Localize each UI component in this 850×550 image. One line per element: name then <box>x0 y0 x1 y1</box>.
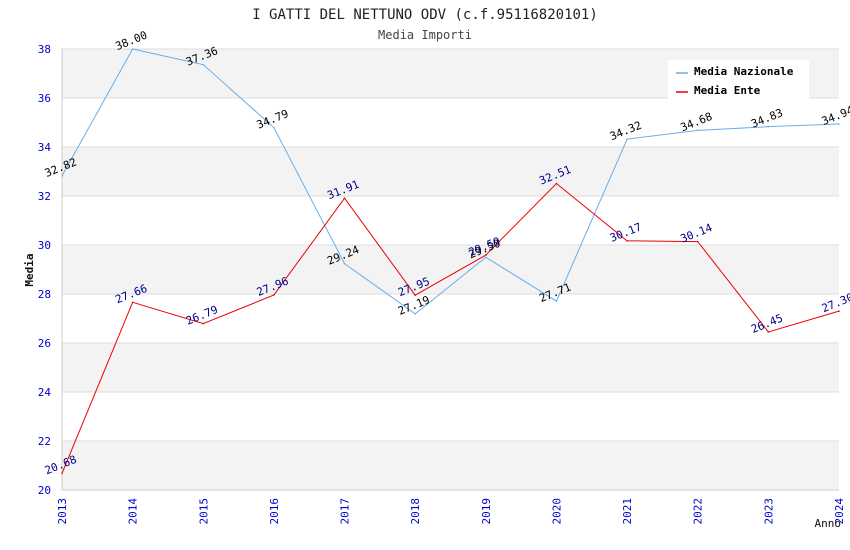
grid-band <box>62 441 839 490</box>
chart-title: I GATTI DEL NETTUNO ODV (c.f.95116820101… <box>252 7 598 23</box>
y-tick-label: 32 <box>38 190 51 203</box>
data-point <box>273 294 275 296</box>
x-tick-label: 2016 <box>268 498 281 525</box>
x-tick-label: 2024 <box>833 498 846 525</box>
data-point <box>61 175 63 177</box>
data-point <box>838 310 840 312</box>
x-tick-label: 2021 <box>621 498 634 525</box>
legend-label-media-ente: Media Ente <box>694 84 761 97</box>
grid-band <box>62 245 839 294</box>
y-tick-label: 24 <box>38 386 52 399</box>
data-point <box>202 63 205 66</box>
data-point <box>696 129 699 132</box>
plot-bands <box>62 49 839 490</box>
y-tick-label: 20 <box>38 484 51 497</box>
data-point <box>343 262 346 265</box>
series-line-media-ente <box>61 182 840 474</box>
x-tick-label: 2013 <box>56 498 69 525</box>
data-point <box>626 138 628 140</box>
data-label: 34.79 <box>255 107 291 131</box>
data-point <box>414 294 416 297</box>
data-point <box>485 256 487 259</box>
data-point <box>131 48 134 50</box>
y-tick-label: 36 <box>38 92 51 105</box>
axes <box>61 49 839 491</box>
y-axis-label: Media <box>23 253 36 286</box>
grid-band <box>62 343 839 392</box>
data-point <box>202 322 205 325</box>
x-tick-label: 2023 <box>762 498 775 525</box>
data-point <box>273 126 275 129</box>
data-point <box>767 125 770 128</box>
data-point <box>767 331 770 333</box>
data-point <box>696 240 699 243</box>
x-tick-label: 2020 <box>550 498 563 525</box>
data-point <box>555 300 558 302</box>
y-tick-label: 34 <box>38 141 52 154</box>
x-axis-label: Anno <box>815 517 842 530</box>
x-tick-label: 2015 <box>197 498 210 525</box>
data-point <box>838 123 840 125</box>
data-point <box>555 182 558 185</box>
data-point <box>414 313 416 315</box>
grid-band <box>62 147 839 196</box>
data-label: 34.32 <box>608 119 644 143</box>
y-tick-label: 38 <box>38 43 51 56</box>
gridlines <box>62 48 839 491</box>
legend: Media Nazionale Media Ente <box>668 60 809 100</box>
series-line-media-nazionale <box>61 48 840 315</box>
x-tick-label: 2017 <box>339 498 352 525</box>
data-point <box>343 197 346 200</box>
legend-box <box>668 60 809 100</box>
x-tick-label: 2019 <box>480 498 493 525</box>
y-tick-label: 26 <box>38 337 51 350</box>
legend-label-media-nazionale: Media Nazionale <box>694 65 794 78</box>
y-tick-label: 22 <box>38 435 51 448</box>
data-point <box>131 301 134 304</box>
series-layer <box>61 48 840 475</box>
data-point <box>61 472 63 475</box>
data-label: 26.79 <box>184 303 220 327</box>
data-point <box>485 254 487 256</box>
y-tick-label: 28 <box>38 288 51 301</box>
x-tick-label: 2018 <box>409 498 422 525</box>
y-tick-label: 30 <box>38 239 51 252</box>
chart-subtitle: Media Importi <box>378 28 472 42</box>
x-tick-label: 2014 <box>127 498 140 525</box>
x-tick-label: 2022 <box>692 498 705 525</box>
data-point <box>626 240 628 242</box>
